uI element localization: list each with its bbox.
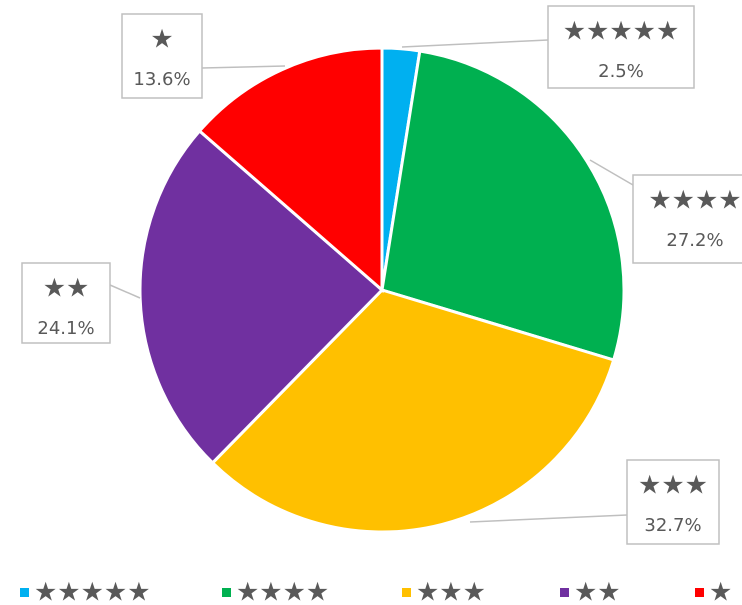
- pie-slice: [138, 128, 385, 465]
- label-value: 2.5%: [598, 61, 644, 82]
- legend-label: ★★: [574, 578, 621, 605]
- legend-swatch: [695, 588, 704, 597]
- label-category: ★: [150, 25, 173, 55]
- legend-swatch: [20, 588, 29, 597]
- label-category: ★★★★: [648, 186, 741, 216]
- label-value: 13.6%: [133, 69, 190, 90]
- legend-label: ★★★★: [236, 578, 329, 605]
- label-box: [121, 13, 203, 99]
- label-box: [626, 459, 720, 545]
- label-value: 32.7%: [644, 515, 701, 536]
- leader-line: [201, 65, 286, 69]
- legend-swatch: [402, 588, 411, 597]
- label-box: [547, 5, 695, 89]
- label-box: [21, 262, 111, 344]
- legend-swatch: [560, 588, 569, 597]
- label-category: ★★★: [638, 471, 708, 501]
- legend-swatch: [222, 588, 231, 597]
- legend-label: ★★★: [416, 578, 486, 605]
- leader-line: [469, 514, 628, 523]
- pie-slice: [380, 49, 626, 362]
- label-category: ★★: [43, 274, 90, 304]
- pie-slice: [210, 288, 616, 534]
- legend-label: ★: [709, 578, 732, 605]
- leader-line: [401, 39, 549, 48]
- label-box: [632, 174, 742, 264]
- leader-line: [589, 159, 634, 186]
- legend-label: ★★★★★: [34, 578, 151, 605]
- label-value: 27.2%: [666, 230, 723, 251]
- pie-slice: [197, 46, 384, 294]
- label-value: 24.1%: [37, 318, 94, 339]
- leader-line: [109, 284, 141, 299]
- label-category: ★★★★★: [563, 17, 680, 47]
